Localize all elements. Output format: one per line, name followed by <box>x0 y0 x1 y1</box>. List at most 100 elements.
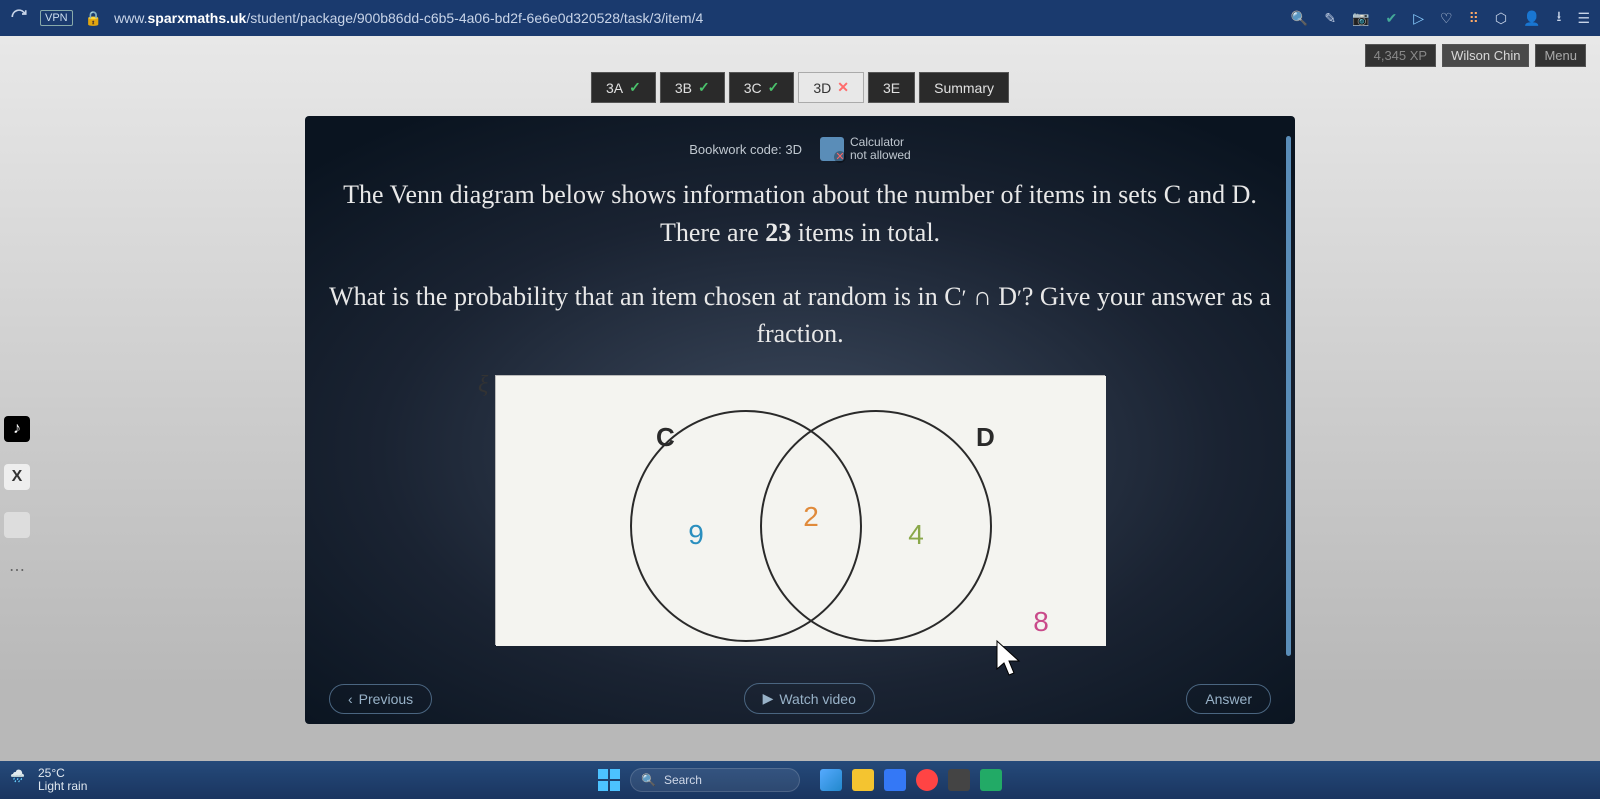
expr-d-prime: D′ <box>998 282 1022 311</box>
windows-taskbar: 🌧️ 25°C Light rain 🔍 Search <box>0 761 1600 799</box>
url-text[interactable]: www.sparxmaths.uk/student/package/900b86… <box>114 10 703 26</box>
calculator-icon <box>820 137 844 161</box>
calculator-not-allowed-badge: Calculator not allowed <box>820 136 911 162</box>
header-badges: 4,345 XP Wilson Chin Menu <box>1365 44 1586 67</box>
tab-label: 3C <box>744 80 762 96</box>
set-d: D <box>1232 180 1251 209</box>
card-meta: Bookwork code: 3D Calculator not allowed <box>329 136 1271 162</box>
user-name-badge[interactable]: Wilson Chin <box>1442 44 1529 67</box>
tab-3a[interactable]: 3A ✓ <box>591 72 656 103</box>
page-content: 4,345 XP Wilson Chin Menu 3A ✓ 3B ✓ 3C ✓ 3D ✕ 3E… <box>0 36 1600 761</box>
profile-icon[interactable]: 👤 <box>1523 10 1540 27</box>
cross-icon: ✕ <box>837 79 849 96</box>
tab-label: 3E <box>883 80 900 96</box>
tab-label: 3D <box>813 80 831 96</box>
download-icon[interactable]: ⭳ <box>1557 6 1562 30</box>
taskbar-app-icon[interactable] <box>948 769 970 791</box>
venn-svg: C D 9 2 4 8 <box>496 376 1106 646</box>
q-text: What is the probability that an item cho… <box>329 282 944 311</box>
chevron-left-icon: ‹ <box>348 691 353 707</box>
dock-item[interactable]: ⋯ <box>4 560 30 586</box>
menu-icon[interactable]: ☰ <box>1577 10 1590 27</box>
q-text: The Venn diagram below shows information… <box>343 180 1164 209</box>
video-icon: ▶ <box>763 690 774 707</box>
menu-button[interactable]: Menu <box>1535 44 1586 67</box>
tab-summary[interactable]: Summary <box>919 72 1009 103</box>
refresh-icon[interactable] <box>10 8 28 29</box>
left-dock: ♪ X ⋯ <box>0 416 30 586</box>
total-count: 23 <box>765 218 791 247</box>
url-path: /student/package/900b86dd-c6b5-4a06-bd2f… <box>246 10 703 26</box>
play-icon[interactable]: ▷ <box>1413 10 1424 27</box>
task-tabs: 3A ✓ 3B ✓ 3C ✓ 3D ✕ 3E Summary <box>591 72 1009 103</box>
taskbar-pinned-apps <box>820 769 1002 791</box>
previous-label: Previous <box>359 691 413 707</box>
taskbar-app-icon[interactable] <box>980 769 1002 791</box>
card-footer: ‹ Previous ▶ Watch video Answer <box>305 683 1295 714</box>
svg-text:4: 4 <box>908 519 924 550</box>
search-icon[interactable]: 🔍 <box>1291 10 1308 27</box>
svg-text:8: 8 <box>1033 606 1049 637</box>
tab-3c[interactable]: 3C ✓ <box>729 72 795 103</box>
scrollbar[interactable] <box>1286 136 1291 656</box>
dock-item[interactable] <box>4 512 30 538</box>
svg-text:9: 9 <box>688 519 704 550</box>
answer-button[interactable]: Answer <box>1186 684 1271 714</box>
watch-video-label: Watch video <box>779 691 856 707</box>
taskbar-app-icon[interactable] <box>884 769 906 791</box>
search-icon: 🔍 <box>641 773 656 787</box>
weather-icon: 🌧️ <box>10 769 32 791</box>
check-icon: ✓ <box>698 79 710 96</box>
set-c: C <box>1164 180 1181 209</box>
browser-address-bar: VPN 🔒 www.sparxmaths.uk/student/package/… <box>0 0 1600 36</box>
dock-item[interactable]: ♪ <box>4 416 30 442</box>
url-domain: sparxmaths.uk <box>148 10 247 26</box>
expr-d: D <box>998 282 1017 311</box>
edit-icon[interactable]: ✎ <box>1324 10 1336 27</box>
cube-icon[interactable]: ⬡ <box>1495 10 1507 27</box>
tab-label: 3A <box>606 80 623 96</box>
dock-item[interactable]: X <box>4 464 30 490</box>
expr-c-prime: C′ <box>944 282 966 311</box>
tab-3b[interactable]: 3B ✓ <box>660 72 725 103</box>
tab-label: Summary <box>934 80 994 96</box>
watch-video-button[interactable]: ▶ Watch video <box>744 683 875 714</box>
check-icon: ✓ <box>629 79 641 96</box>
question-card: Bookwork code: 3D Calculator not allowed… <box>305 116 1295 724</box>
svg-text:C: C <box>656 422 675 452</box>
tab-3e[interactable]: 3E <box>868 72 915 103</box>
svg-text:2: 2 <box>803 501 819 532</box>
vpn-badge: VPN <box>40 10 73 26</box>
browser-toolbar-right: 🔍 ✎ 📷 ✔ ▷ ♡ ⠿ ⬡ 👤 ⭳ ☰ <box>1291 6 1590 30</box>
taskbar-app-icon[interactable] <box>916 769 938 791</box>
answer-label: Answer <box>1205 691 1252 707</box>
q-text: items in total. <box>791 218 940 247</box>
taskbar-app-icon[interactable] <box>820 769 842 791</box>
calculator-line2: not allowed <box>850 149 911 162</box>
weather-desc: Light rain <box>38 780 87 793</box>
tab-3d[interactable]: 3D ✕ <box>798 72 864 103</box>
expr-intersect: ∩ <box>966 282 998 311</box>
taskbar-app-icon[interactable] <box>852 769 874 791</box>
weather-widget[interactable]: 🌧️ 25°C Light rain <box>10 767 87 793</box>
svg-text:D: D <box>976 422 995 452</box>
shield-icon[interactable]: ✔ <box>1386 10 1398 27</box>
bookwork-code: Bookwork code: 3D <box>689 142 802 157</box>
venn-diagram: ξ CD9248 <box>495 375 1105 645</box>
taskbar-center: 🔍 Search <box>598 768 1002 792</box>
question-text: The Venn diagram below shows information… <box>329 176 1271 353</box>
universal-set-label: ξ <box>478 372 488 399</box>
taskbar-search[interactable]: 🔍 Search <box>630 768 800 792</box>
q-text: and <box>1181 180 1232 209</box>
heart-icon[interactable]: ♡ <box>1440 10 1453 27</box>
start-button[interactable] <box>598 769 620 791</box>
check-icon: ✓ <box>768 79 780 96</box>
camera-icon[interactable]: 📷 <box>1352 10 1369 27</box>
tab-label: 3B <box>675 80 692 96</box>
puzzle-icon[interactable]: ⠿ <box>1469 10 1479 27</box>
lock-icon: 🔒 <box>85 10 102 27</box>
previous-button[interactable]: ‹ Previous <box>329 684 432 714</box>
expr-c: C <box>944 282 961 311</box>
url-prefix: www. <box>114 10 147 26</box>
search-placeholder: Search <box>664 773 702 787</box>
